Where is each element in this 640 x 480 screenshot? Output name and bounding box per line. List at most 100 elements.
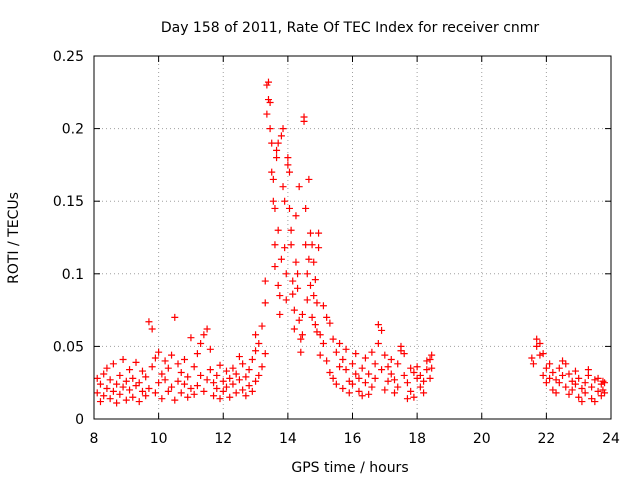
data-point	[116, 371, 124, 379]
data-point	[599, 377, 607, 385]
data-point	[155, 348, 163, 356]
data-point	[332, 380, 340, 388]
data-point	[219, 377, 227, 385]
data-point	[294, 270, 302, 278]
data-point	[269, 197, 277, 205]
data-point	[126, 386, 134, 394]
data-point	[371, 374, 379, 382]
data-point	[282, 296, 290, 304]
data-point	[184, 373, 192, 381]
data-point	[594, 387, 602, 395]
data-point	[342, 366, 350, 374]
data-point	[93, 389, 101, 397]
data-point	[542, 364, 550, 372]
data-point	[355, 374, 363, 382]
data-point	[158, 370, 166, 378]
data-point	[292, 258, 300, 266]
y-tick-label: 0.05	[53, 339, 84, 355]
data-point	[374, 339, 382, 347]
data-point	[200, 387, 208, 395]
data-point	[368, 348, 376, 356]
x-tick-label: 10	[150, 431, 168, 447]
data-point	[206, 345, 214, 353]
data-point	[135, 398, 143, 406]
data-point	[193, 382, 201, 390]
data-point	[420, 389, 428, 397]
data-point	[339, 385, 347, 393]
data-point	[190, 390, 198, 398]
data-point	[588, 383, 596, 391]
data-point	[119, 355, 127, 363]
data-point	[242, 392, 250, 400]
data-point	[305, 175, 313, 183]
data-point	[289, 290, 297, 298]
data-point	[387, 355, 395, 363]
data-point	[601, 389, 609, 397]
data-point	[171, 313, 179, 321]
data-point	[113, 399, 121, 407]
data-point	[294, 284, 302, 292]
data-point	[248, 355, 256, 363]
data-point	[148, 363, 156, 371]
data-point	[581, 389, 589, 397]
data-point	[568, 386, 576, 394]
y-tick-label: 0.15	[53, 194, 84, 210]
data-point	[274, 139, 282, 147]
data-point	[164, 364, 172, 372]
data-point	[258, 322, 266, 330]
y-tick-label: 0.2	[62, 122, 84, 138]
data-point	[571, 380, 579, 388]
x-tick-label: 18	[408, 431, 426, 447]
data-point	[552, 389, 560, 397]
data-point	[311, 321, 319, 329]
data-point	[303, 270, 311, 278]
data-point	[180, 355, 188, 363]
data-point	[276, 310, 284, 318]
data-point	[145, 385, 153, 393]
data-point	[168, 383, 176, 391]
data-point	[161, 357, 169, 365]
data-point	[255, 371, 263, 379]
data-point	[555, 364, 563, 372]
data-point	[219, 387, 227, 395]
data-point	[529, 360, 537, 368]
data-point	[345, 389, 353, 397]
data-point	[113, 380, 121, 388]
data-point	[171, 396, 179, 404]
data-point	[138, 387, 146, 395]
data-point	[252, 331, 260, 339]
data-point	[148, 325, 156, 333]
data-point	[316, 331, 324, 339]
data-point	[562, 383, 570, 391]
data-point	[378, 366, 386, 374]
data-point	[269, 175, 277, 183]
data-point	[323, 357, 331, 365]
data-point	[368, 383, 376, 391]
data-point	[242, 373, 250, 381]
data-point	[394, 383, 402, 391]
data-point	[315, 229, 323, 237]
grid-layer	[94, 56, 611, 419]
data-point	[151, 354, 159, 362]
data-point	[559, 371, 567, 379]
data-point	[339, 355, 347, 363]
data-point	[235, 376, 243, 384]
data-point	[349, 360, 356, 368]
data-point	[365, 370, 373, 378]
data-point	[565, 390, 573, 398]
data-point	[197, 339, 205, 347]
data-point	[216, 361, 224, 369]
data-point	[381, 386, 389, 394]
data-point	[103, 385, 111, 393]
data-point	[352, 350, 360, 358]
data-point	[177, 369, 185, 377]
data-point	[410, 393, 418, 401]
data-point	[248, 387, 256, 395]
data-point	[315, 244, 323, 252]
data-point	[571, 367, 579, 375]
data-point	[96, 380, 104, 388]
data-point	[106, 376, 114, 384]
data-point	[266, 98, 274, 106]
